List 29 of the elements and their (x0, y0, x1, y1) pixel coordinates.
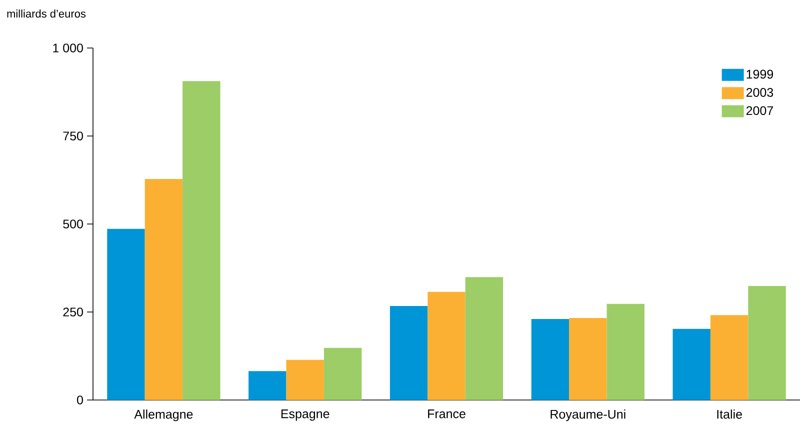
legend-label: 2007 (746, 106, 773, 116)
bar (248, 371, 286, 400)
y-tick-label: 0 (77, 396, 83, 404)
bar (428, 292, 466, 400)
bar (465, 277, 504, 400)
bar (531, 319, 570, 400)
x-tick-label: France (428, 410, 466, 418)
y-tick-label: 1 000 (53, 44, 83, 52)
y-tick-label: 250 (63, 308, 83, 316)
bar (286, 360, 324, 400)
x-tick-label: Italie (717, 410, 742, 419)
bar (144, 178, 183, 400)
x-tick-label: Royaume-Uni (550, 410, 626, 422)
y-tick-label: 750 (63, 132, 83, 140)
legend-label: 1999 (746, 70, 774, 79)
bar (710, 315, 748, 400)
bar (672, 328, 710, 400)
y-tick-label: 500 (63, 220, 83, 228)
bar (390, 306, 428, 400)
bar (606, 304, 644, 400)
legend-label: 2003 (746, 88, 774, 97)
bar (107, 228, 145, 400)
bar (748, 286, 786, 400)
x-tick-label: Espagne (281, 410, 330, 421)
x-tick-label: Allemagne (134, 410, 193, 422)
bar (569, 318, 607, 400)
bar (324, 348, 362, 400)
y-axis-title: milliards d’euros (7, 10, 86, 18)
bar (182, 81, 220, 400)
